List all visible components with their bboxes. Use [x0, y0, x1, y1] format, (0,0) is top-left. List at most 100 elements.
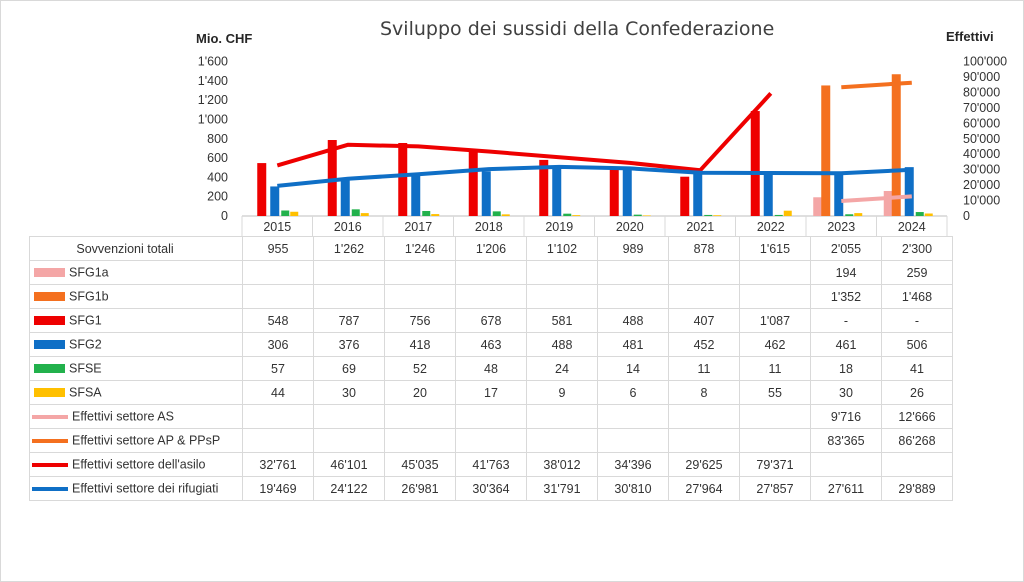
table-row: Sovvenzioni totali 955 1'262 1'246 1'206 1'10…: [29, 236, 953, 261]
data-label: 11: [739, 356, 811, 381]
table-row: Effettivi settore AS 9'716 12'666: [29, 404, 953, 429]
data-label: 452: [668, 332, 740, 357]
bar-sfsa: [713, 215, 722, 216]
data-label: 30: [313, 380, 385, 405]
data-label: [242, 260, 314, 285]
data-label: -: [881, 308, 953, 333]
data-label: 12'666: [881, 404, 953, 429]
data-label: [739, 260, 811, 285]
y-right-tick-label: 70'000: [963, 101, 1000, 115]
row-label: Sovvenzioni totali: [76, 241, 174, 256]
data-label: 32'761: [242, 452, 314, 477]
data-label: [597, 260, 669, 285]
data-label: 955: [242, 236, 314, 261]
data-label: 26: [881, 380, 953, 405]
data-label: [384, 404, 456, 429]
row-header: SFG1a: [29, 260, 243, 285]
data-label: [739, 284, 811, 309]
data-label: 481: [597, 332, 669, 357]
bar-sfg1: [539, 159, 549, 216]
x-tick-label: 2018: [475, 220, 503, 234]
data-label: 2'055: [810, 236, 882, 261]
bar-sfg1: [609, 168, 619, 216]
table-row: SFG1a 194 259: [29, 260, 953, 285]
table-row: Effettivi settore dei rifugiati 19'469 24'…: [29, 476, 953, 501]
y-left-tick-label: 400: [207, 170, 228, 184]
y-right-tick-label: 60'000: [963, 116, 1000, 130]
data-label: 461: [810, 332, 882, 357]
data-label: [526, 428, 598, 453]
bar-sfg2: [481, 171, 491, 216]
data-label: 506: [881, 332, 953, 357]
data-label: 1'246: [384, 236, 456, 261]
data-label: 38'012: [526, 452, 598, 477]
row-label: Effettivi settore dell'asilo: [72, 457, 206, 472]
x-tick-label: 2024: [898, 220, 926, 234]
y-left-tick-label: 1'400: [198, 74, 228, 88]
bar-sfse: [845, 214, 854, 216]
data-label: [739, 428, 811, 453]
data-label: 24'122: [313, 476, 385, 501]
x-tick-label: 2017: [404, 220, 432, 234]
bar-sfg2: [622, 169, 632, 216]
data-label: 462: [739, 332, 811, 357]
data-label: 376: [313, 332, 385, 357]
row-header: SFG1b: [29, 284, 243, 309]
bar-sfg2: [834, 171, 844, 216]
data-label: 194: [810, 260, 882, 285]
x-tick-label: 2015: [263, 220, 291, 234]
data-table: Sovvenzioni totali 955 1'262 1'246 1'206 1'10…: [29, 236, 953, 501]
data-label: 24: [526, 356, 598, 381]
y-right-tick-label: 0: [963, 209, 970, 223]
data-label: [810, 452, 882, 477]
data-label: [313, 428, 385, 453]
bar-sfse: [704, 214, 713, 216]
bar-sfse: [422, 210, 431, 216]
data-label: 8: [668, 380, 740, 405]
data-label: 9: [526, 380, 598, 405]
bar-sfsa: [572, 215, 581, 216]
data-label: 548: [242, 308, 314, 333]
data-label: [455, 260, 527, 285]
data-label: 30'810: [597, 476, 669, 501]
data-label: 30: [810, 380, 882, 405]
bar-sfsa: [783, 210, 792, 216]
data-label: 34'396: [597, 452, 669, 477]
y-left-tick-label: 800: [207, 132, 228, 146]
bar-sfsa: [290, 211, 299, 216]
y-left-tick-label: 1'600: [198, 55, 228, 69]
data-label: 29'625: [668, 452, 740, 477]
line-effettivi-settore-ap-ppsp: [841, 80, 912, 90]
data-label: 581: [526, 308, 598, 333]
data-label: 787: [313, 308, 385, 333]
legend-key: [34, 340, 65, 350]
data-label: [455, 404, 527, 429]
line-effettivi-settore-dei-rifugiati: [277, 164, 912, 188]
data-label: -: [810, 308, 882, 333]
data-label: 259: [881, 260, 953, 285]
data-label: 30'364: [455, 476, 527, 501]
data-label: 41'763: [455, 452, 527, 477]
data-label: [455, 428, 527, 453]
data-label: 79'371: [739, 452, 811, 477]
y-right-tick-label: 90'000: [963, 70, 1000, 84]
data-label: [384, 260, 456, 285]
data-label: 1'352: [810, 284, 882, 309]
bar-sfg1a: [883, 190, 893, 216]
y-left-tick-label: 600: [207, 151, 228, 165]
table-row: Effettivi settore AP & PPsP 83'365 86'268: [29, 428, 953, 453]
data-label: [526, 260, 598, 285]
bar-sfg2: [552, 168, 562, 216]
y-left-tick-label: 1'000: [198, 112, 228, 126]
table-row: SFG1 548 787 756 678 581 488 407 1'087- -: [29, 308, 953, 333]
data-label: 27'611: [810, 476, 882, 501]
x-tick-label: 2016: [334, 220, 362, 234]
table-row: SFSA 44 30 20 17 9 6 8 55 30 26: [29, 380, 953, 405]
data-label: 306: [242, 332, 314, 357]
data-label: [526, 284, 598, 309]
data-label: 19'469: [242, 476, 314, 501]
legend-key: [34, 268, 65, 278]
row-label: SFSA: [69, 385, 102, 400]
data-label: [313, 260, 385, 285]
